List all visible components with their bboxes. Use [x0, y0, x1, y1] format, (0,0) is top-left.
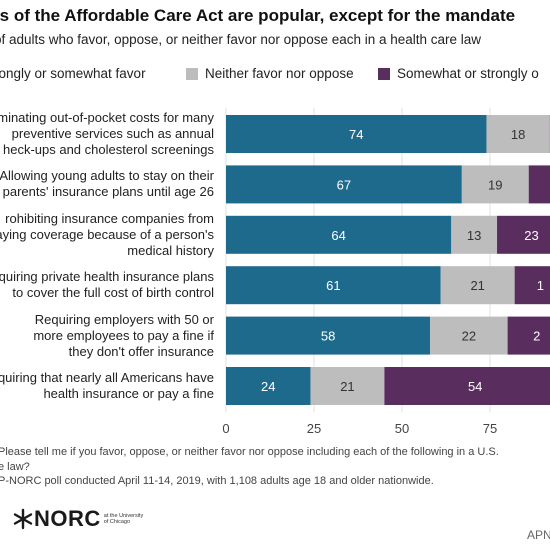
bar-seg-0-0: [226, 115, 487, 153]
legend-item-oppose: Somewhat or strongly o: [378, 66, 539, 81]
bar-value-label-4-2: 2: [533, 329, 540, 344]
category-label-1: Allowing young adults to stay on their pa…: [0, 168, 214, 200]
bar-value-label-5-0: 24: [261, 379, 275, 394]
category-label-line: aying coverage because of a person's: [0, 226, 214, 242]
bar-value-label-5-1: 21: [340, 379, 354, 394]
legend-label-oppose: Somewhat or strongly o: [397, 66, 539, 81]
bar-value-label-3-2: 1: [537, 278, 544, 293]
footnote-source: P-NORC poll conducted April 11-14, 2019,…: [0, 475, 434, 487]
bar-value-label-1-1: 19: [488, 177, 502, 192]
chart-subtitle: of adults who favor, oppose, or neither …: [0, 32, 482, 47]
bar-value-label-4-1: 22: [462, 329, 476, 344]
norc-logo: NORC at the University of Chicago: [12, 506, 144, 532]
bar-seg-3-1: [440, 266, 515, 305]
bar-value-label-4-0: 58: [321, 329, 335, 344]
category-label-line: minating out-of-pocket costs for many: [0, 110, 214, 125]
category-label-line: quiring private health insurance plans: [0, 269, 214, 285]
bar-seg-4-2: [507, 316, 550, 355]
bar-value-label-0-0: 74: [349, 127, 363, 142]
bar-seg-2-1: [451, 215, 498, 254]
norc-subtext: at the University of Chicago: [103, 513, 144, 525]
category-label-line: Requiring employers with 50 or: [34, 311, 214, 327]
bar-seg-5-1: [310, 367, 385, 405]
bar-seg-5-0: [226, 367, 311, 405]
category-label-line: Allowing young adults to stay on their: [0, 168, 214, 184]
bar-seg-2-0: [226, 215, 452, 254]
bar-seg-2-2: [497, 215, 550, 254]
category-label-line: more employees to pay a fine if: [33, 327, 214, 343]
category-label-line: they don't offer insurance: [68, 343, 214, 359]
x-tick-label-50: 50: [395, 421, 409, 436]
legend: rongly or somewhat favor Neither favor n…: [0, 66, 550, 86]
x-tick-label-0: 0: [222, 421, 229, 436]
x-tick-label-75: 75: [483, 421, 497, 436]
bar-seg-3-0: [226, 266, 441, 305]
bar-seg-1-0: [226, 165, 462, 204]
chart-title: ts of the Affordable Care Act are popula…: [0, 6, 516, 25]
bar-value-label-0-1: 18: [511, 127, 525, 142]
bar-seg-4-0: [226, 316, 431, 355]
bar-value-label-1-0: 67: [337, 177, 351, 192]
category-label-0: minating out-of-pocket costs for many pre…: [0, 110, 214, 158]
bar-value-label-3-0: 61: [326, 278, 340, 293]
bar-value-label-3-1: 21: [470, 278, 484, 293]
footnote-question: Please tell me if you favor, oppose, or …: [0, 446, 499, 458]
bar-seg-1-2: [528, 165, 550, 204]
bar-seg-0-1: [486, 115, 550, 153]
bar-value-label-2-2: 23: [524, 228, 538, 243]
legend-label-favor: rongly or somewhat favor: [0, 66, 146, 81]
norc-star-icon: [13, 508, 33, 530]
category-label-line: preventive services such as annual: [11, 126, 214, 141]
x-tick-label-25: 25: [307, 421, 321, 436]
credit-text: APN: [527, 528, 550, 542]
legend-swatch-neither: [186, 67, 198, 80]
category-label-line: parents' insurance plans until age 26: [2, 184, 214, 200]
category-label-line: heck-ups and cholesterol screenings: [2, 142, 214, 157]
bar-seg-5-2: [384, 367, 550, 405]
category-label-4: Requiring employers with 50 or more emplo…: [0, 312, 214, 360]
category-label-line: medical history: [127, 242, 214, 258]
bar-value-label-2-0: 64: [331, 228, 345, 243]
norc-wordmark: NORC: [34, 506, 101, 531]
category-label-2: rohibiting insurance companies from aying…: [0, 211, 214, 259]
category-label-line: quiring that nearly all Americans have: [0, 370, 214, 385]
footnote-question-cont: e law?: [0, 461, 30, 473]
bar-seg-1-1: [461, 165, 529, 204]
category-label-line: to cover the full cost of birth control: [12, 285, 214, 301]
legend-item-neither: Neither favor nor oppose: [186, 66, 354, 81]
bar-value-label-5-2: 54: [468, 379, 482, 394]
category-label-5: quiring that nearly all Americans have he…: [0, 370, 214, 402]
category-label-line: health insurance or pay a fine: [43, 386, 214, 401]
category-label-3: quiring private health insurance plans to…: [0, 269, 214, 301]
legend-swatch-oppose: [378, 67, 390, 80]
bar-value-label-2-1: 13: [467, 228, 481, 243]
category-label-line: rohibiting insurance companies from: [5, 210, 214, 226]
bar-seg-3-2: [514, 266, 550, 305]
legend-item-favor: rongly or somewhat favor: [0, 66, 146, 81]
legend-label-neither: Neither favor nor oppose: [205, 66, 354, 81]
bar-seg-4-1: [430, 316, 508, 355]
